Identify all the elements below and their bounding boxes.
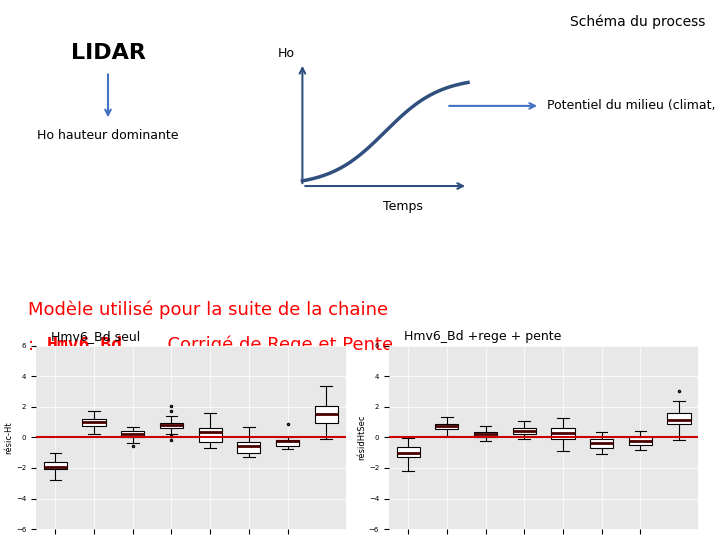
PathPatch shape: [552, 428, 575, 438]
PathPatch shape: [276, 440, 299, 446]
PathPatch shape: [315, 406, 338, 422]
Text: Hmv6_Bd: Hmv6_Bd: [47, 336, 123, 354]
Text: Potentiel du milieu (climat, sol): Potentiel du milieu (climat, sol): [547, 99, 720, 112]
PathPatch shape: [435, 424, 459, 429]
PathPatch shape: [397, 447, 420, 457]
PathPatch shape: [513, 428, 536, 434]
Text: Ho: Ho: [278, 47, 295, 60]
Text: Ho hauteur dominante: Ho hauteur dominante: [37, 129, 179, 142]
PathPatch shape: [237, 442, 261, 453]
PathPatch shape: [667, 414, 690, 424]
PathPatch shape: [474, 433, 497, 437]
Text: , Corrigé de Rege et Pente: , Corrigé de Rege et Pente: [156, 336, 393, 354]
Text: Schéma du process: Schéma du process: [570, 14, 706, 29]
PathPatch shape: [590, 440, 613, 448]
Y-axis label: résic-Ht: résic-Ht: [4, 421, 13, 454]
PathPatch shape: [121, 431, 144, 437]
Text: Hmv6_Bd +rege + pente: Hmv6_Bd +rege + pente: [405, 330, 562, 343]
Text: Hmv6_Bd seul: Hmv6_Bd seul: [52, 330, 140, 343]
Text: LIDAR: LIDAR: [71, 43, 145, 63]
PathPatch shape: [44, 462, 67, 469]
PathPatch shape: [82, 418, 106, 427]
Text: Modèle utilisé pour la suite de la chaine: Modèle utilisé pour la suite de la chain…: [28, 300, 388, 319]
Y-axis label: résidHtSec: résidHtSec: [357, 415, 366, 460]
PathPatch shape: [199, 428, 222, 442]
PathPatch shape: [160, 423, 183, 428]
Text: :: :: [28, 336, 40, 354]
Text: Temps: Temps: [383, 200, 423, 213]
PathPatch shape: [629, 437, 652, 445]
